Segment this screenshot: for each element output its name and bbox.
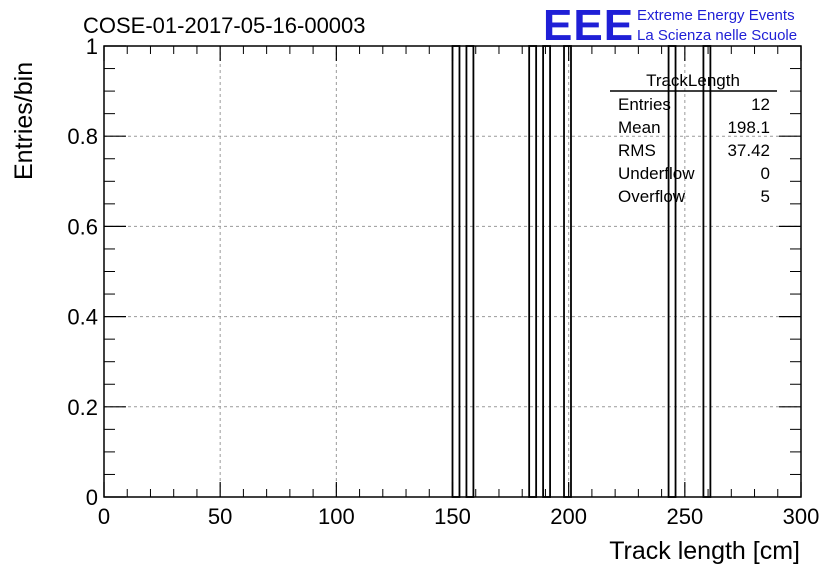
histogram-bin — [528, 45, 538, 498]
x-tick-labels: 0 50 100 150 200 250 300 — [98, 504, 819, 529]
stats-value: 198.1 — [727, 118, 770, 137]
stats-label: Entries — [618, 95, 671, 114]
y-tick-label: 1 — [86, 34, 98, 59]
eee-logo: EEE Extreme Energy Events La Scienza nel… — [543, 1, 797, 50]
stats-value: 37.42 — [727, 141, 770, 160]
x-tick-label: 200 — [550, 504, 587, 529]
stats-value: 0 — [761, 164, 770, 183]
stats-label: Overflow — [618, 187, 686, 206]
x-axis-title: Track length [cm] — [609, 537, 800, 565]
histogram-bin — [702, 45, 712, 498]
stats-value: 5 — [761, 187, 770, 206]
logo-line-1: Extreme Energy Events — [637, 7, 795, 24]
stats-value: 12 — [751, 95, 770, 114]
y-tick-label: 0 — [86, 485, 98, 510]
x-tick-label: 100 — [318, 504, 355, 529]
x-tick-label: 250 — [666, 504, 703, 529]
histogram-bin — [563, 45, 572, 498]
eee-logo-mark: EEE — [543, 1, 634, 50]
stats-label: Mean — [618, 118, 661, 137]
x-tick-label: 300 — [783, 504, 820, 529]
y-tick-label: 0.4 — [67, 305, 98, 330]
y-tick-label: 0.6 — [67, 214, 98, 239]
histogram-bars — [451, 45, 712, 498]
y-tick-label: 0.2 — [67, 395, 98, 420]
y-tick-labels: 0 0.2 0.4 0.6 0.8 1 — [67, 34, 98, 510]
x-tick-label: 150 — [434, 504, 471, 529]
histogram-bin — [542, 45, 551, 498]
stats-rows: Entries 12 Mean 198.1 RMS 37.42 Underflow 0 Over… — [618, 95, 770, 206]
logo-line-2: La Scienza nelle Scuole — [637, 27, 797, 44]
stats-box: TrackLength Entries 12 Mean 198.1 RMS 37.42 Un… — [610, 71, 777, 206]
x-tick-label: 0 — [98, 504, 110, 529]
histogram-bin — [465, 45, 475, 498]
stats-label: Underflow — [618, 164, 695, 183]
stats-label: RMS — [618, 141, 656, 160]
stats-title: TrackLength — [646, 71, 740, 90]
histogram-bin — [451, 45, 461, 498]
x-tick-label: 50 — [208, 504, 232, 529]
y-tick-label: 0.8 — [67, 124, 98, 149]
axis-ticks — [103, 45, 802, 498]
chart-title: COSE-01-2017-05-16-00003 — [83, 13, 366, 38]
y-axis-title: Entries/bin — [10, 62, 38, 180]
